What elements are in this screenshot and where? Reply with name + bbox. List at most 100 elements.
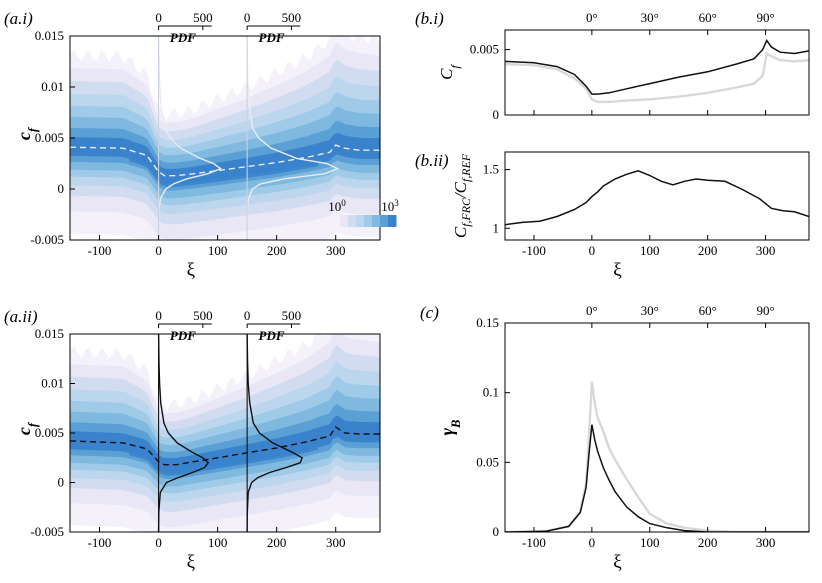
y-axis-label-part: f,REF (459, 153, 473, 182)
x-tick-label: 100 (208, 243, 228, 258)
top-tick-label: 60° (699, 303, 717, 318)
colorbar-swatch-3 (356, 215, 365, 227)
panel-c: -100 0 100 200 300 0° 30° 60° 90° 0 0.05 0.1 0.15 ξ (c… (420, 303, 810, 573)
colorbar-swatch-4 (364, 215, 373, 227)
x-tick-label: 300 (756, 243, 776, 258)
x-tick-label: -100 (88, 535, 112, 550)
y-axis-label-sub: B (449, 420, 463, 429)
y-axis-label-sub: f (26, 126, 40, 132)
x-tick-label: 200 (698, 535, 718, 550)
pdf-axis-ticklabel: 500 (282, 10, 302, 25)
panel-label: (b.ii) (415, 151, 449, 170)
y-tick-label: 0.1 (483, 385, 499, 400)
y-tick-label: 0 (58, 181, 65, 196)
y-tick-label: 0.015 (35, 28, 64, 43)
mean-cf-line (70, 426, 380, 466)
pdf-band-6 (70, 120, 380, 191)
pdf-profile-1 (246, 334, 303, 532)
x-axis-label: ξ (187, 260, 196, 281)
plot-frame (504, 322, 810, 533)
y-tick-label: 0.015 (35, 326, 64, 341)
y-axis-label-sub: f (26, 421, 40, 427)
colorbar-label-low: 100 (328, 198, 346, 214)
series-line-ref (505, 51, 809, 104)
y-tick-label: -0.005 (30, 524, 64, 539)
x-tick-label: 0 (155, 243, 162, 258)
y-tick-label: 0.01 (41, 79, 64, 94)
x-tick-label: 300 (326, 243, 346, 258)
x-tick-label: 300 (326, 535, 346, 550)
x-tick-label: -100 (522, 535, 546, 550)
colorbar-swatch-1 (340, 215, 349, 227)
x-tick-label: 100 (640, 243, 660, 258)
y-axis-label-part: f,FRC (459, 197, 473, 227)
y-tick-label: 0.15 (476, 315, 499, 330)
pdf-axis-ticklabel: 0 (244, 10, 251, 25)
y-tick-label: 0.05 (476, 454, 499, 469)
x-tick-label: 100 (208, 535, 228, 550)
x-tick-label: 0 (155, 535, 162, 550)
y-tick-label: -0.005 (30, 232, 64, 247)
x-tick-label: -100 (522, 243, 546, 258)
y-tick-label: 1.5 (483, 162, 499, 177)
x-tick-label: 200 (267, 243, 287, 258)
panel-b_i: 0° 30° 60° 90° 0 0.005 (b.i) Cf (415, 9, 810, 122)
y-axis-label: Cf (437, 63, 462, 79)
x-tick-label: -100 (88, 243, 112, 258)
pdf-core-streak (129, 151, 318, 187)
pdf-axis-ticklabel: 0 (155, 308, 162, 323)
pdf-axis-label: PDF (170, 30, 196, 45)
colorbar-swatch-6 (380, 215, 389, 227)
pdf-profile-0 (157, 36, 223, 230)
colorbar-label-low-sub: 0 (341, 198, 346, 208)
x-tick-label: 300 (756, 535, 776, 550)
y-axis-label-part: C (451, 181, 470, 193)
line-area (505, 170, 809, 226)
panel-label: (c) (420, 303, 439, 322)
x-tick-label: 200 (698, 243, 718, 258)
y-tick-label: 0.005 (35, 130, 64, 145)
pdf-axis-ticklabel: 500 (193, 10, 213, 25)
top-tick-label: 60° (699, 10, 717, 25)
y-axis-label: cf (14, 421, 40, 435)
panel-label: (b.i) (415, 9, 444, 28)
colorbar-label-high-main: 10 (381, 199, 394, 214)
pdf-axis-ticklabel: 0 (244, 308, 251, 323)
colorbar-swatch-2 (348, 215, 357, 227)
x-axis-label: ξ (613, 260, 622, 281)
y-tick-label: 0 (58, 475, 65, 490)
y-tick-label: 0.005 (470, 42, 499, 57)
colorbar-label-high: 103 (381, 198, 399, 214)
colorbar-swatch-7 (388, 215, 397, 227)
pdf-profile-0 (157, 334, 210, 532)
colorbar-swatch-5 (372, 215, 381, 227)
x-tick-label: 200 (267, 535, 287, 550)
colorbar-label-high-sub: 3 (394, 198, 399, 208)
top-tick-label: 30° (641, 10, 659, 25)
y-tick-label: 0.005 (35, 425, 64, 440)
y-axis-label-sub: f (448, 63, 462, 68)
line-area (505, 381, 809, 532)
y-axis-label-main: C (437, 68, 456, 80)
pdf-axis-ticklabel: 0 (155, 10, 162, 25)
pdf-axis-label: PDF (170, 328, 196, 343)
x-tick-label: 0 (589, 535, 596, 550)
colorbar-swatch-0 (332, 215, 341, 227)
y-tick-label: 0 (493, 107, 500, 122)
series-line-ratio (505, 170, 809, 226)
top-tick-label: 90° (756, 10, 774, 25)
panel-a_ii: 0 500 PDF 0 500 PDF -100 0 100 200 300 -0.005 0 0.005… (4, 307, 381, 573)
pdf-band-5 (70, 106, 380, 199)
pdf-axis-label: PDF (259, 30, 285, 45)
panel-label: (a.i) (4, 9, 33, 28)
x-tick-label: 0 (589, 243, 596, 258)
y-axis-label-main: γ (437, 427, 457, 435)
pdf-axis-label: PDF (259, 328, 285, 343)
plot-frame (504, 151, 810, 241)
line-area (505, 38, 809, 104)
top-tick-label: 0° (586, 10, 598, 25)
series-line-frc (505, 38, 809, 95)
y-tick-label: 1 (493, 220, 500, 235)
